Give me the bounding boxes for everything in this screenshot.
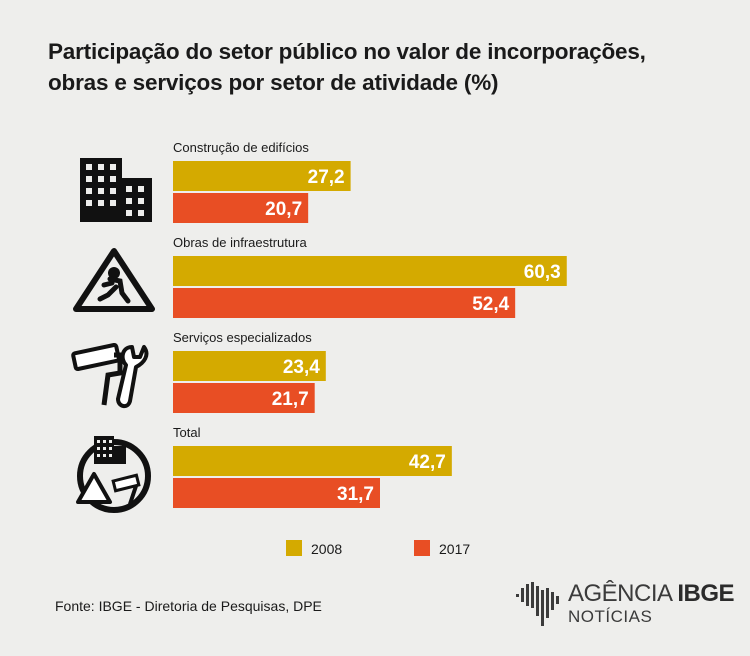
ibge-logo-mark bbox=[516, 582, 559, 626]
data-label-2017: 52,4 bbox=[472, 294, 509, 315]
agencia-ibge-logo: AGÊNCIA IBGE NOTÍCIAS bbox=[514, 580, 735, 628]
chart-title-line-2: obras e serviços por setor de atividade … bbox=[48, 70, 499, 95]
chart-title: Participação do setor público no valor d… bbox=[48, 36, 728, 98]
source-note: Fonte: IBGE - Diretoria de Pesquisas, DP… bbox=[55, 598, 322, 614]
category-icons bbox=[71, 158, 155, 513]
data-label-2008: 23,4 bbox=[283, 357, 320, 378]
logo-prefix: AGÊNCIA bbox=[568, 580, 678, 607]
data-label-2017: 31,7 bbox=[337, 484, 374, 505]
logo-line-2: NOTÍCIAS bbox=[568, 607, 653, 626]
bar-2017 bbox=[173, 288, 516, 318]
legend-label-2008: 2008 bbox=[311, 541, 342, 557]
bar-2008 bbox=[173, 256, 567, 286]
bar-chart: Construção de edifícios 27,2 20,7 Obras de … bbox=[71, 140, 567, 557]
bar-2017 bbox=[173, 193, 309, 223]
chart-title-line-1: Participação do setor público no valor d… bbox=[48, 39, 646, 64]
data-label-2008: 42,7 bbox=[409, 452, 446, 473]
bar-2017 bbox=[173, 383, 315, 413]
legend-swatch-2017 bbox=[414, 540, 430, 556]
bar-2008 bbox=[173, 351, 326, 381]
legend-label-2017: 2017 bbox=[439, 541, 470, 557]
category-label: Serviços especializados bbox=[173, 330, 312, 345]
data-label-2017: 20,7 bbox=[265, 199, 302, 220]
building-icon bbox=[80, 158, 152, 222]
data-label-2008: 27,2 bbox=[308, 167, 345, 188]
category-label: Total bbox=[173, 425, 201, 440]
bars-group: Construção de edifícios 27,2 20,7 Obras de … bbox=[173, 140, 567, 508]
data-label-2017: 21,7 bbox=[272, 389, 309, 410]
category-label: Obras de infraestrutura bbox=[173, 235, 307, 250]
bar-2017 bbox=[173, 478, 381, 508]
total-composite-icon bbox=[76, 436, 151, 513]
tools-icon bbox=[71, 342, 149, 408]
bar-2008 bbox=[173, 161, 351, 191]
category-label: Construção de edifícios bbox=[173, 140, 309, 155]
legend: 2008 2017 bbox=[286, 540, 470, 557]
logo-brand: IBGE bbox=[677, 580, 735, 607]
bar-2008 bbox=[173, 446, 452, 476]
legend-swatch-2008 bbox=[286, 540, 302, 556]
worker-warning-sign-icon bbox=[73, 248, 155, 312]
data-label-2008: 60,3 bbox=[524, 262, 561, 283]
logo-line-1: AGÊNCIA IBGE bbox=[568, 580, 735, 608]
